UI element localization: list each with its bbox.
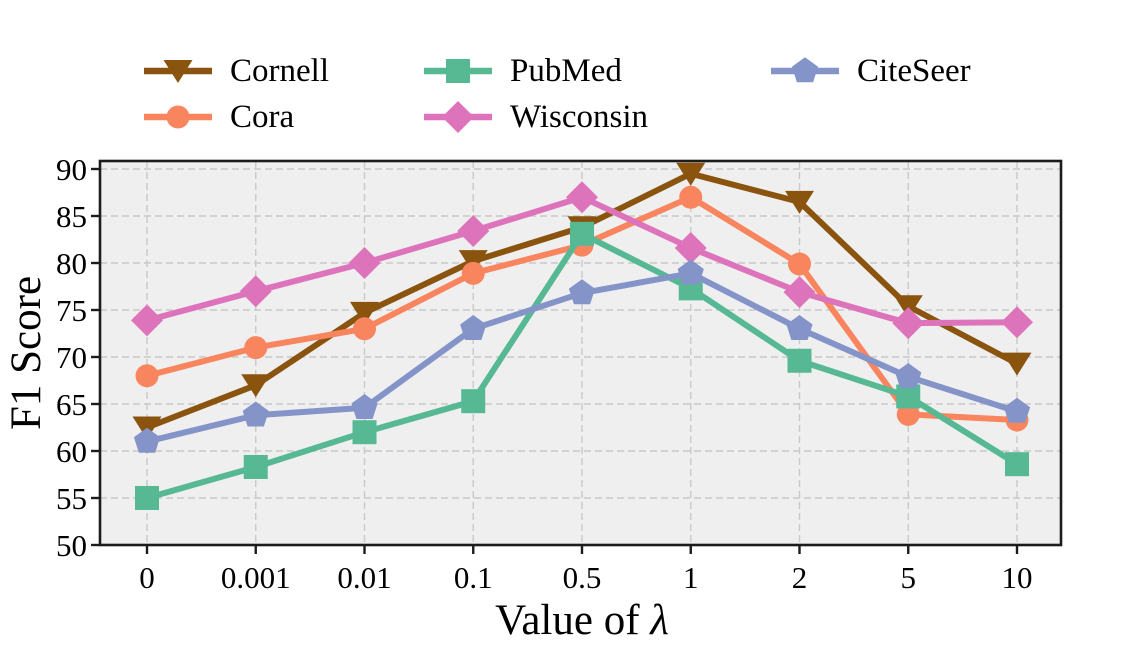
diamond-marker-icon	[239, 275, 272, 308]
pentagon-marker-icon	[351, 393, 378, 419]
triangle-down-marker-icon	[163, 60, 193, 83]
pentagon-marker-icon	[568, 279, 596, 305]
x-tick-label: 1	[683, 560, 699, 595]
circle-marker-icon	[166, 105, 190, 129]
x-tick-label: 5	[901, 560, 917, 595]
circle-marker-icon	[144, 105, 212, 129]
legend-label: Wisconsin	[510, 98, 648, 135]
y-tick-label: 80	[56, 246, 87, 281]
circle-marker-icon	[135, 364, 159, 388]
diamond-marker-icon	[131, 304, 163, 337]
x-tick-label: 2	[792, 560, 808, 595]
pentagon-marker-icon	[791, 57, 819, 83]
circle-marker-icon	[788, 252, 811, 276]
y-tick-label: 70	[56, 340, 87, 375]
y-axis-label: F1 Score	[3, 276, 50, 430]
square-marker-icon	[243, 454, 268, 479]
legend-item-cornell: Cornell	[143, 51, 329, 91]
y-tick-label: 50	[56, 528, 87, 563]
square-marker-icon	[446, 59, 470, 83]
x-tick-label: 0.01	[337, 560, 391, 595]
diamond-marker-icon	[783, 276, 816, 309]
series-citeseer	[133, 259, 1031, 453]
legend-label: CiteSeer	[857, 52, 971, 89]
legend-label: Cora	[230, 98, 295, 135]
legend-item-wisconsin: Wisconsin	[423, 97, 648, 137]
y-tick-label: 60	[56, 434, 87, 469]
square-marker-icon	[1005, 452, 1029, 477]
diamond-marker-icon	[892, 307, 925, 340]
legend-label: PubMed	[510, 52, 622, 89]
square-marker-icon	[135, 486, 159, 510]
axes-frame	[98, 159, 1063, 547]
y-tick-label: 55	[56, 481, 87, 516]
triangle-down-marker-icon	[785, 190, 814, 214]
circle-marker-icon	[679, 185, 703, 209]
pentagon-marker-icon	[786, 315, 813, 340]
square-marker-icon	[787, 348, 812, 373]
diamond-marker-icon	[674, 231, 707, 264]
triangle-down-marker-icon	[1002, 352, 1032, 376]
square-marker-icon	[570, 221, 594, 246]
x-axis-label: Value of λ	[495, 597, 669, 644]
tick-marks	[91, 167, 1019, 554]
legend: Cornell Cora PubMed Wisconsin CiteSeer	[0, 0, 1136, 150]
series-wisconsin	[131, 181, 1033, 340]
pentagon-marker-icon	[133, 427, 161, 453]
x-tick-label: 10	[1002, 560, 1033, 595]
x-tick-label: 0.5	[563, 560, 602, 595]
triangle-down-marker-icon	[676, 162, 706, 186]
legend-item-citeseer: CiteSeer	[770, 51, 971, 91]
square-marker-icon	[424, 59, 492, 83]
pentagon-marker-icon	[242, 401, 269, 427]
pentagon-marker-icon	[771, 57, 839, 83]
triangle-down-marker-icon	[350, 301, 379, 325]
circle-marker-icon	[244, 336, 268, 360]
series-pubmed	[135, 221, 1029, 510]
pentagon-marker-icon	[895, 362, 922, 388]
diamond-marker-icon	[442, 101, 474, 133]
legend-item-pubmed: PubMed	[423, 51, 622, 91]
diamond-marker-icon	[348, 247, 381, 279]
y-tick-label: 85	[56, 199, 87, 234]
pentagon-marker-icon	[677, 259, 704, 285]
pentagon-marker-icon	[1003, 397, 1031, 423]
diamond-marker-icon	[457, 215, 490, 248]
y-tick-label: 90	[56, 152, 87, 187]
pentagon-marker-icon	[460, 315, 487, 340]
x-tick-label: 0	[139, 560, 155, 595]
diamond-marker-icon	[1001, 306, 1033, 339]
legend-item-cora: Cora	[143, 97, 294, 137]
x-tick-label: 0.1	[454, 560, 493, 595]
triangle-down-marker-icon	[241, 374, 271, 398]
x-tick-label: 0.001	[221, 560, 291, 595]
square-marker-icon	[352, 420, 377, 445]
diamond-marker-icon	[424, 101, 492, 133]
circle-marker-icon	[896, 402, 920, 426]
triangle-down-marker-icon	[144, 60, 212, 83]
series-group	[131, 162, 1033, 510]
circle-marker-icon	[461, 261, 485, 285]
diamond-marker-icon	[566, 181, 598, 214]
legend-label: Cornell	[230, 52, 329, 89]
triangle-down-marker-icon	[458, 250, 488, 274]
square-marker-icon	[461, 389, 486, 414]
triangle-down-marker-icon	[893, 295, 923, 319]
y-tick-label: 75	[56, 293, 87, 328]
circle-marker-icon	[353, 317, 376, 341]
square-marker-icon	[896, 384, 921, 409]
y-tick-label: 65	[56, 387, 87, 422]
